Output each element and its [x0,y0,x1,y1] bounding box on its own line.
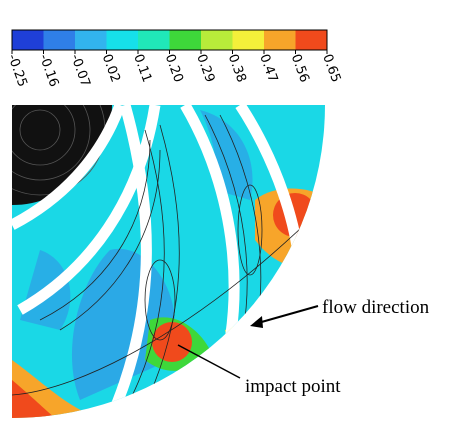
color-segment [201,30,233,50]
color-segment [232,30,265,50]
color-segment [75,30,107,50]
color-segment [295,30,328,50]
color-segment [106,30,139,50]
tick-label: 0.02 [99,52,123,84]
annotation: flow direction [322,297,430,318]
flow-field [12,105,325,418]
annotation: impact point [245,376,341,397]
color-segment [264,30,296,50]
tick-label: 0.29 [193,52,217,84]
tick-label: -0.16 [36,52,62,89]
tick-label: 0.38 [225,52,249,84]
colorbar: -0.25 -0.16 -0.07 0.02 0.11 0.20 0.29 0.38 0.47 0… [4,29,343,89]
tick-label: -0.25 [4,52,30,89]
color-segment [138,30,170,50]
tick-label: -0.07 [67,52,93,89]
tick-label: 0.11 [130,52,154,84]
tick-label: 0.20 [162,52,186,84]
arrow-head [250,316,263,328]
tick-label: 0.56 [288,52,312,84]
tick-label: 0.65 [319,52,343,84]
color-segment [43,30,76,50]
tick-label: 0.47 [256,52,280,84]
pointer-line [177,344,241,379]
color-segment [12,30,44,50]
arrow-line [257,305,319,324]
color-segment [169,30,202,50]
